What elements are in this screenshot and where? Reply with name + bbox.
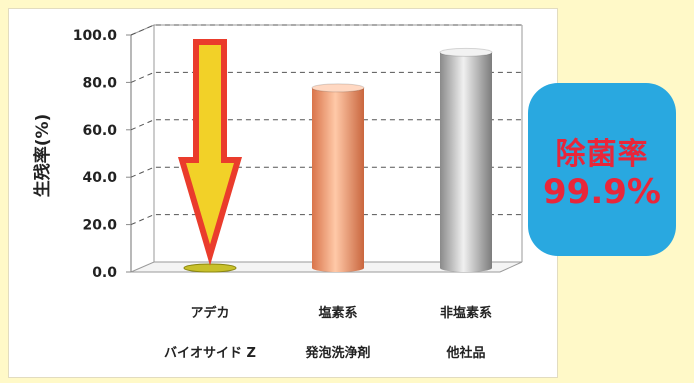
bar-3-top xyxy=(439,47,493,57)
y-axis-label: 生残率(%) xyxy=(32,114,53,198)
category-label-line: バイオサイド Z xyxy=(164,346,256,361)
y-tick-label: 100.0 xyxy=(73,28,118,44)
gridline xyxy=(130,119,522,131)
category-label-3: 非塩素系 他社品 xyxy=(396,302,536,362)
disinfection-rate-badge: 除菌率 99.9% xyxy=(528,83,676,256)
bar-3 xyxy=(440,52,492,268)
gridline xyxy=(130,24,522,36)
badge-value: 99.9% xyxy=(543,172,661,212)
gridline xyxy=(130,214,522,226)
category-label-line: 発泡洗浄剤 xyxy=(305,346,371,361)
category-label-line: アデカ xyxy=(190,306,230,321)
category-label-line: 非塩素系 xyxy=(439,306,492,321)
gridline xyxy=(130,166,522,178)
y-tick-label: 40.0 xyxy=(82,170,117,186)
bar-3-base xyxy=(440,264,492,272)
y-tick-label: 20.0 xyxy=(82,218,117,234)
y-tick-label: 0.0 xyxy=(92,265,117,281)
badge-title: 除菌率 xyxy=(555,137,649,172)
category-label-1: アデカバイオサイド Z xyxy=(140,302,280,362)
y-tick-label: 80.0 xyxy=(82,75,117,91)
category-label-2: 塩素系 発泡洗浄剤 xyxy=(268,302,408,362)
gridline xyxy=(130,71,522,83)
y-tick-label: 60.0 xyxy=(82,123,117,139)
bar-2 xyxy=(312,87,364,268)
bar-2-top xyxy=(311,83,365,93)
down-arrow-icon xyxy=(177,39,243,266)
back-wall-left-edge xyxy=(130,24,155,262)
bar-2-base xyxy=(312,264,364,272)
category-label-line: 塩素系 xyxy=(318,306,358,321)
category-label-line: 他社品 xyxy=(446,346,486,361)
